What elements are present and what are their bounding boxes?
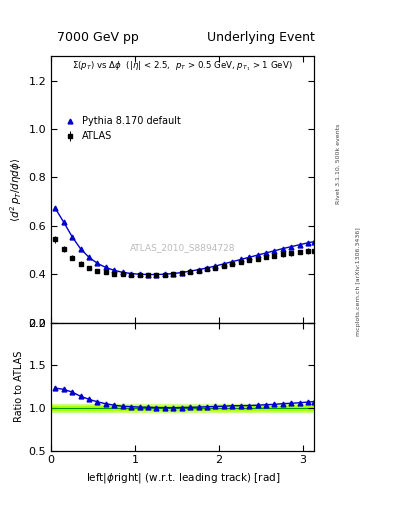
Pythia 8.170 default: [103, 264, 108, 270]
Pythia 8.170 default: [53, 205, 58, 211]
Pythia 8.170 default: [255, 252, 260, 258]
Pythia 8.170 default: [171, 270, 176, 276]
Pythia 8.170 default: [120, 269, 125, 275]
Pythia 8.170 default: [205, 265, 209, 271]
Pythia 8.170 default: [154, 271, 159, 278]
Pythia 8.170 default: [289, 244, 294, 250]
Y-axis label: Ratio to ATLAS: Ratio to ATLAS: [14, 351, 24, 422]
Text: 7000 GeV pp: 7000 GeV pp: [57, 31, 139, 44]
Pythia 8.170 default: [129, 270, 134, 276]
Pythia 8.170 default: [312, 239, 317, 245]
Pythia 8.170 default: [78, 246, 83, 252]
Pythia 8.170 default: [213, 263, 218, 269]
X-axis label: left$|\phi$right$|$ (w.r.t. leading track) [rad]: left$|\phi$right$|$ (w.r.t. leading trac…: [86, 471, 280, 485]
Pythia 8.170 default: [281, 246, 285, 252]
Pythia 8.170 default: [264, 250, 268, 256]
Y-axis label: $\langle d^2\,p_T/d\eta d\phi\rangle$: $\langle d^2\,p_T/d\eta d\phi\rangle$: [9, 157, 24, 222]
Text: $\Sigma(p_T)$ vs $\Delta\phi$  ($|\eta|$ < 2.5,  $p_T$ > 0.5 GeV, $p_{T_1}$ > 1 : $\Sigma(p_T)$ vs $\Delta\phi$ ($|\eta|$ …: [72, 59, 293, 73]
Pythia 8.170 default: [112, 267, 117, 273]
Pythia 8.170 default: [297, 242, 302, 248]
Text: Rivet 3.1.10, 500k events: Rivet 3.1.10, 500k events: [336, 124, 341, 204]
Pythia 8.170 default: [61, 219, 66, 225]
Pythia 8.170 default: [230, 259, 235, 265]
Pythia 8.170 default: [146, 271, 151, 278]
Pythia 8.170 default: [306, 240, 310, 246]
Pythia 8.170 default: [179, 269, 184, 275]
Pythia 8.170 default: [238, 257, 243, 263]
Pythia 8.170 default: [70, 233, 75, 240]
Bar: [51, 403, 314, 412]
Pythia 8.170 default: [221, 261, 226, 267]
Pythia 8.170 default: [137, 271, 142, 278]
Pythia 8.170 default: [188, 268, 193, 274]
Text: ATLAS_2010_S8894728: ATLAS_2010_S8894728: [130, 244, 235, 252]
Bar: [51, 406, 314, 410]
Pythia 8.170 default: [272, 248, 277, 254]
Pythia 8.170 default: [86, 254, 91, 261]
Pythia 8.170 default: [95, 260, 100, 266]
Pythia 8.170 default: [162, 271, 167, 278]
Text: mcplots.cern.ch [arXiv:1306.3436]: mcplots.cern.ch [arXiv:1306.3436]: [356, 227, 361, 336]
Text: Underlying Event: Underlying Event: [207, 31, 314, 44]
Line: Pythia 8.170 default: Pythia 8.170 default: [53, 206, 317, 277]
Legend: Pythia 8.170 default, ATLAS: Pythia 8.170 default, ATLAS: [61, 115, 182, 143]
Pythia 8.170 default: [247, 254, 252, 261]
Pythia 8.170 default: [196, 267, 201, 273]
